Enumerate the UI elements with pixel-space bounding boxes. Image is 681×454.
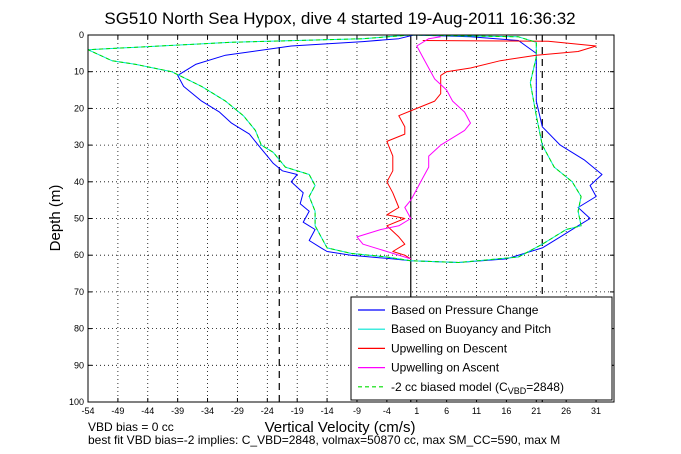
x-tick-label: -34 <box>201 406 214 416</box>
y-tick-label: 10 <box>74 67 84 77</box>
x-tick-label: -29 <box>231 406 244 416</box>
legend-subscript: VBD <box>508 386 527 396</box>
tick-layer: -54 -49 -44 -39 -34 -29 -24 -19 -14 -9 -4 1 6 11 16 21 2… <box>69 30 614 416</box>
x-tick-label: -44 <box>141 406 154 416</box>
series-line-upwell_ascent <box>356 36 471 260</box>
chart-title: SG510 North Sea Hypox, dive 4 started 19… <box>104 9 575 28</box>
x-tick-label: -39 <box>171 406 184 416</box>
x-tick-label: 1 <box>414 406 419 416</box>
x-tick-label: -24 <box>261 406 274 416</box>
y-tick-label: 90 <box>74 360 84 370</box>
legend-label: Upwelling on Descent <box>391 341 508 355</box>
series-line-buoyancy <box>87 34 582 263</box>
x-tick-label: 21 <box>531 406 541 416</box>
x-tick-label: 31 <box>591 406 601 416</box>
legend-box <box>350 296 613 401</box>
x-tick-label: 11 <box>472 406 481 416</box>
y-tick-label: 100 <box>69 397 84 407</box>
legend-label: Based on Buoyancy and Pitch <box>391 322 551 336</box>
series-line-upwell_descent <box>386 40 597 260</box>
legend-label: Upwelling on Ascent <box>391 361 500 375</box>
x-tick-label: -54 <box>81 406 94 416</box>
y-tick-label: 50 <box>74 214 84 224</box>
x-tick-label: -9 <box>353 406 361 416</box>
x-tick-label: -14 <box>321 406 334 416</box>
y-axis-label: Depth (m) <box>47 185 64 252</box>
footer-line-2: best fit VBD bias=-2 implies: C_VBD=2848… <box>88 433 560 447</box>
x-tick-label: -19 <box>291 406 304 416</box>
y-tick-label: 70 <box>74 287 84 297</box>
y-tick-label: 80 <box>74 324 84 334</box>
x-tick-label: 6 <box>444 406 449 416</box>
y-tick-label: 60 <box>74 250 84 260</box>
series-layer <box>87 34 603 263</box>
series-line-pressure <box>177 34 603 263</box>
legend-label: Based on Pressure Change <box>391 303 539 317</box>
legend-label: -2 cc biased model (CVBD=2848) <box>391 380 564 396</box>
x-tick-label: -4 <box>383 406 391 416</box>
y-tick-label: 40 <box>74 177 84 187</box>
y-tick-label: 0 <box>79 30 84 40</box>
y-tick-label: 20 <box>74 103 84 113</box>
footer-line-1: VBD bias = 0 cc <box>88 420 174 434</box>
x-axis-label: Vertical Velocity (cm/s) <box>265 419 416 436</box>
legend: Based on Pressure Change Based on Buoyanc… <box>350 296 613 401</box>
x-tick-label: 16 <box>501 406 511 416</box>
x-tick-label: -49 <box>111 406 124 416</box>
x-tick-label: 26 <box>561 406 571 416</box>
legend-suffix: =2848) <box>526 380 564 394</box>
y-tick-label: 30 <box>74 140 84 150</box>
series-line-biased_model <box>87 34 582 263</box>
